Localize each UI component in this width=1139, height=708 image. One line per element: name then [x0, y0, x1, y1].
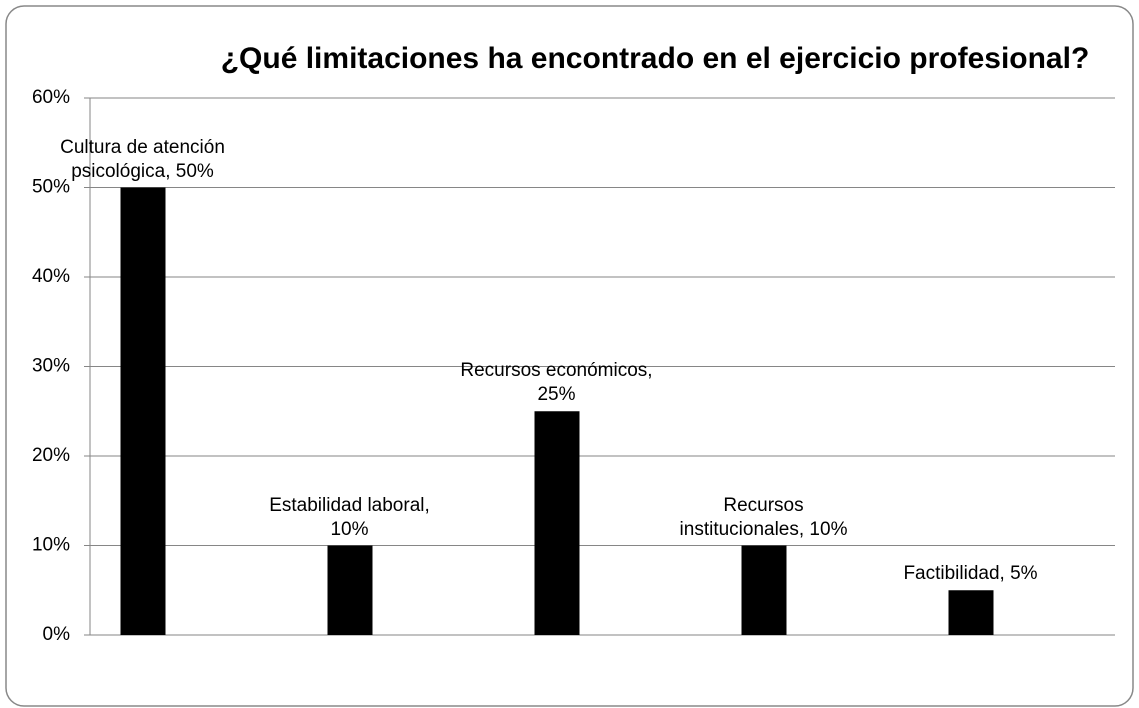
chart-frame [5, 5, 1134, 707]
bar [120, 187, 166, 635]
bar [534, 411, 580, 635]
bar [327, 545, 373, 635]
y-tick-label: 20% [32, 445, 70, 466]
y-tick-label: 40% [32, 266, 70, 287]
y-tick-label: 0% [43, 624, 71, 645]
y-tick-label: 10% [32, 535, 70, 556]
data-label: Recursos económicos, 25% [460, 360, 653, 406]
bar [948, 590, 994, 635]
data-label: Cultura de atención psicológica, 50% [60, 136, 225, 182]
data-label: Estabilidad laboral, 10% [269, 494, 430, 540]
y-tick-label: 50% [32, 177, 70, 198]
data-label: Factibilidad, 5% [903, 563, 1038, 585]
y-tick-label: 60% [32, 87, 70, 108]
y-tick-label: 30% [32, 356, 70, 377]
bar [741, 545, 787, 635]
data-label: Recursos institucionales, 10% [679, 494, 848, 540]
chart-title: ¿Qué limitaciones ha encontrado en el ej… [221, 42, 1090, 75]
